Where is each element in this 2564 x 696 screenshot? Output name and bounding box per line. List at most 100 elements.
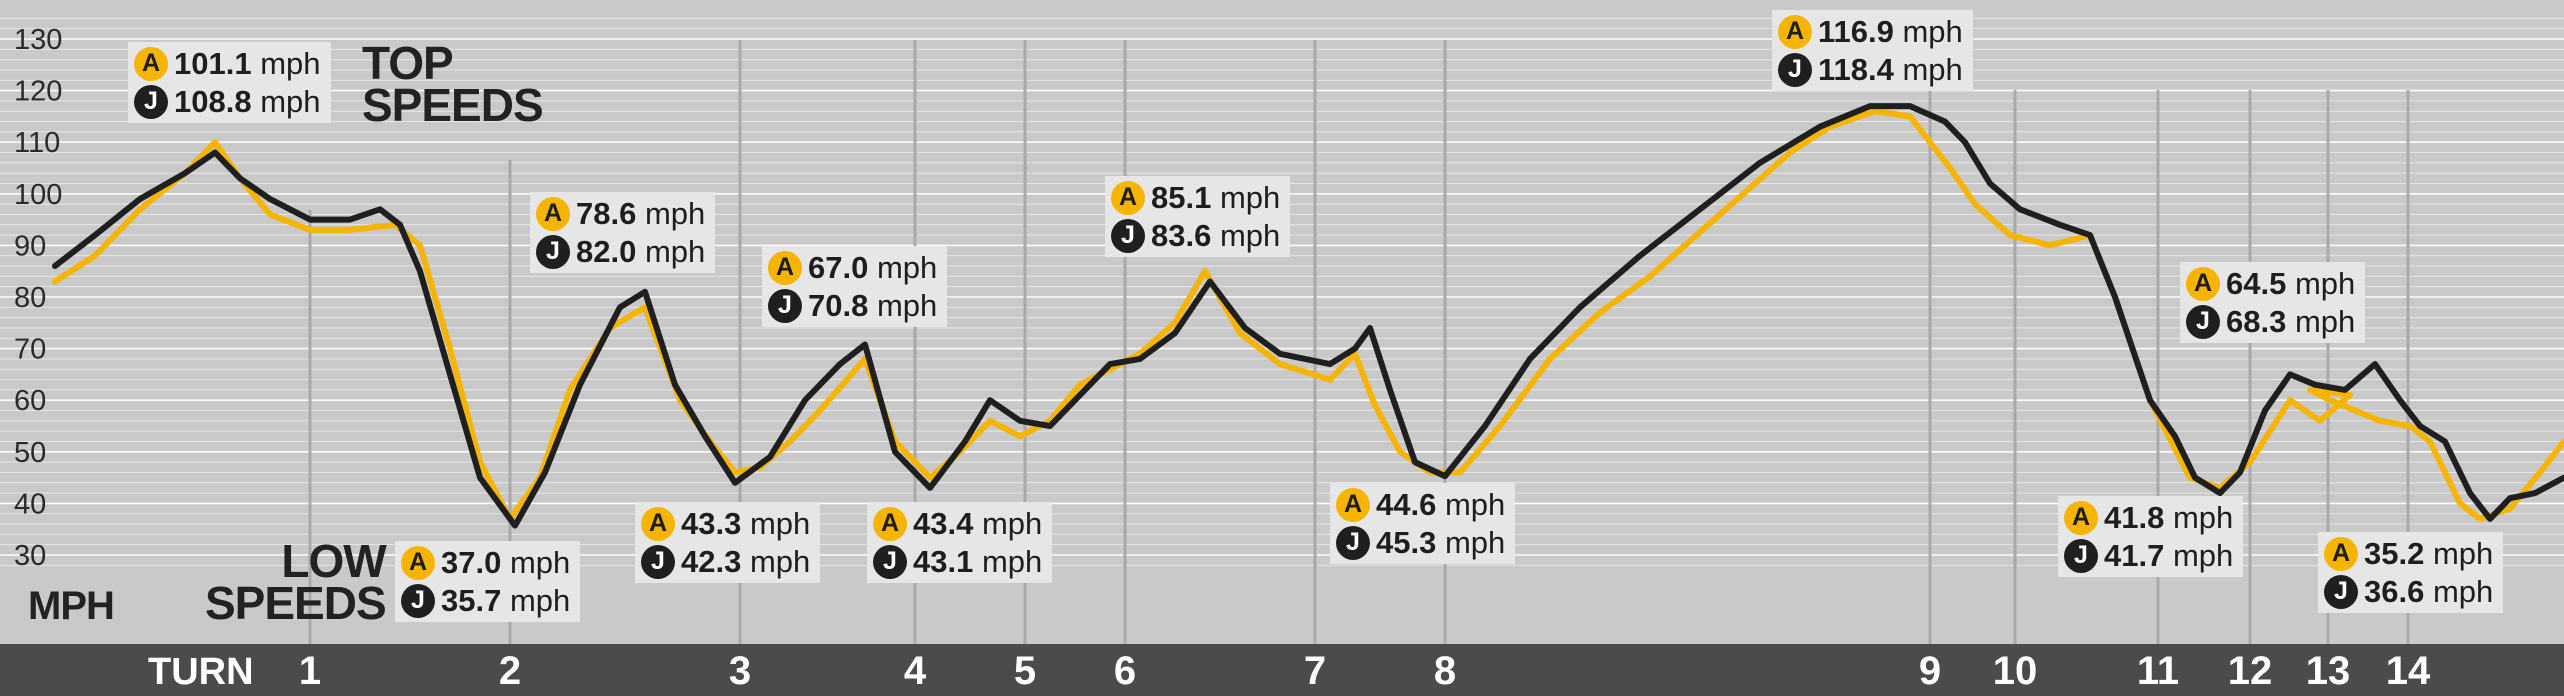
turn-label-11: 11 xyxy=(2137,649,2179,693)
turn-label-10: 10 xyxy=(1993,649,2038,693)
driver-a-badge: A xyxy=(873,506,907,541)
driver-a-badge: A xyxy=(536,196,570,231)
callout-row-a: A 35.2 mph xyxy=(2324,536,2493,571)
speed-callout: A 37.0 mph J 35.7 mph xyxy=(395,541,581,622)
turn-label-14: 14 xyxy=(2386,649,2431,693)
speed-value: 43.1 mph xyxy=(913,543,1043,579)
callout-row-a: A 85.1 mph xyxy=(1111,180,1280,215)
callout-row-j: J 82.0 mph xyxy=(536,234,705,269)
callout-row-a: A 41.8 mph xyxy=(2064,500,2233,535)
driver-a-badge: A xyxy=(2324,536,2358,571)
top-speeds-line1: TOP xyxy=(362,37,454,89)
turn-label-7: 7 xyxy=(1304,649,1326,693)
turn-label-5: 5 xyxy=(1014,649,1036,693)
series-line-j xyxy=(52,103,2564,529)
driver-a-badge: A xyxy=(134,46,168,81)
speed-value: 108.8 mph xyxy=(174,83,321,119)
speed-value: 35.7 mph xyxy=(441,582,571,618)
y-tick-label: 60 xyxy=(14,385,46,417)
driver-a-badge: A xyxy=(2186,266,2220,301)
speed-callout: A 85.1 mph J 83.6 mph xyxy=(1105,176,1291,257)
driver-a-badge: A xyxy=(1778,14,1812,49)
callout-row-j: J 35.7 mph xyxy=(401,583,570,618)
driver-a-badge: A xyxy=(641,506,675,541)
driver-j-badge: J xyxy=(641,544,675,579)
callout-row-a: A 37.0 mph xyxy=(401,545,570,580)
y-axis-unit-label: MPH xyxy=(28,584,115,628)
speed-value: 45.3 mph xyxy=(1376,524,1506,560)
speed-callout: A 101.1 mph J 108.8 mph xyxy=(128,42,331,123)
driver-j-badge: J xyxy=(768,288,802,323)
callout-row-j: J 118.4 mph xyxy=(1778,52,1963,87)
callout-row-j: J 108.8 mph xyxy=(134,84,321,119)
speed-value: 43.3 mph xyxy=(681,505,811,541)
speed-value: 101.1 mph xyxy=(174,45,321,81)
y-tick-label: 40 xyxy=(14,488,46,520)
driver-j-badge: J xyxy=(2186,304,2220,339)
callout-row-j: J 45.3 mph xyxy=(1336,525,1505,560)
driver-a-badge: A xyxy=(401,545,435,580)
speed-value: 43.4 mph xyxy=(913,505,1043,541)
callout-row-a: A 44.6 mph xyxy=(1336,487,1505,522)
speed-callout: A 41.8 mph J 41.7 mph xyxy=(2058,496,2244,577)
y-tick-label: 90 xyxy=(14,230,46,262)
callout-row-a: A 67.0 mph xyxy=(768,250,937,285)
speed-value: 82.0 mph xyxy=(576,233,706,269)
speed-value: 41.8 mph xyxy=(2104,499,2234,535)
callout-row-j: J 36.6 mph xyxy=(2324,574,2493,609)
speed-value: 37.0 mph xyxy=(441,544,571,580)
y-tick-label: 80 xyxy=(14,282,46,314)
speed-value: 35.2 mph xyxy=(2364,535,2494,571)
y-tick-label: 30 xyxy=(14,540,46,572)
speed-callout: A 35.2 mph J 36.6 mph xyxy=(2318,532,2504,613)
low-speeds-label: LOW SPEEDS xyxy=(205,535,387,629)
driver-a-badge: A xyxy=(2064,500,2098,535)
turn-label-4: 4 xyxy=(904,649,927,693)
speed-value: 64.5 mph xyxy=(2226,265,2356,301)
y-tick-label: 50 xyxy=(14,437,46,469)
callout-row-j: J 41.7 mph xyxy=(2064,538,2233,573)
y-tick-label: 120 xyxy=(14,76,62,108)
y-tick-label: 110 xyxy=(14,127,60,159)
speed-callout: A 78.6 mph J 82.0 mph xyxy=(530,192,716,273)
callout-row-a: A 116.9 mph xyxy=(1778,14,1963,49)
turn-label-13: 13 xyxy=(2306,649,2351,693)
top-speeds-line2: SPEEDS xyxy=(362,79,544,131)
driver-j-badge: J xyxy=(401,583,435,618)
speed-value: 70.8 mph xyxy=(808,287,938,323)
low-speeds-line1: LOW xyxy=(281,535,386,587)
driver-j-badge: J xyxy=(536,234,570,269)
speed-callout: A 44.6 mph J 45.3 mph xyxy=(1330,483,1516,564)
turn-axis-bar xyxy=(0,644,2564,696)
speed-value: 78.6 mph xyxy=(576,195,706,231)
turn-label-3: 3 xyxy=(729,649,751,693)
turn-label-9: 9 xyxy=(1919,649,1941,693)
callout-row-a: A 43.4 mph xyxy=(873,506,1042,541)
top-speeds-label: TOP SPEEDS xyxy=(362,37,544,131)
speed-callout: A 116.9 mph J 118.4 mph xyxy=(1772,10,1973,91)
speed-value: 42.3 mph xyxy=(681,543,811,579)
speed-value: 41.7 mph xyxy=(2104,537,2234,573)
driver-j-badge: J xyxy=(1111,218,1145,253)
callout-row-j: J 83.6 mph xyxy=(1111,218,1280,253)
y-tick-label: 100 xyxy=(14,179,62,211)
driver-j-badge: J xyxy=(134,84,168,119)
speed-value: 68.3 mph xyxy=(2226,303,2356,339)
turn-label-8: 8 xyxy=(1434,649,1456,693)
callout-row-a: A 64.5 mph xyxy=(2186,266,2355,301)
turn-label-6: 6 xyxy=(1114,649,1136,693)
callout-row-a: A 101.1 mph xyxy=(134,46,321,81)
speed-value: 118.4 mph xyxy=(1818,51,1963,87)
turn-label-1: 1 xyxy=(299,649,321,693)
callout-row-a: A 43.3 mph xyxy=(641,506,810,541)
y-tick-label: 130 xyxy=(14,24,62,56)
turn-label-12: 12 xyxy=(2228,649,2273,693)
low-speeds-line2: SPEEDS xyxy=(205,577,387,629)
callout-row-j: J 68.3 mph xyxy=(2186,304,2355,339)
driver-j-badge: J xyxy=(873,544,907,579)
callout-row-a: A 78.6 mph xyxy=(536,196,705,231)
speed-value: 67.0 mph xyxy=(808,249,938,285)
speed-callout: A 43.3 mph J 42.3 mph xyxy=(635,502,821,583)
